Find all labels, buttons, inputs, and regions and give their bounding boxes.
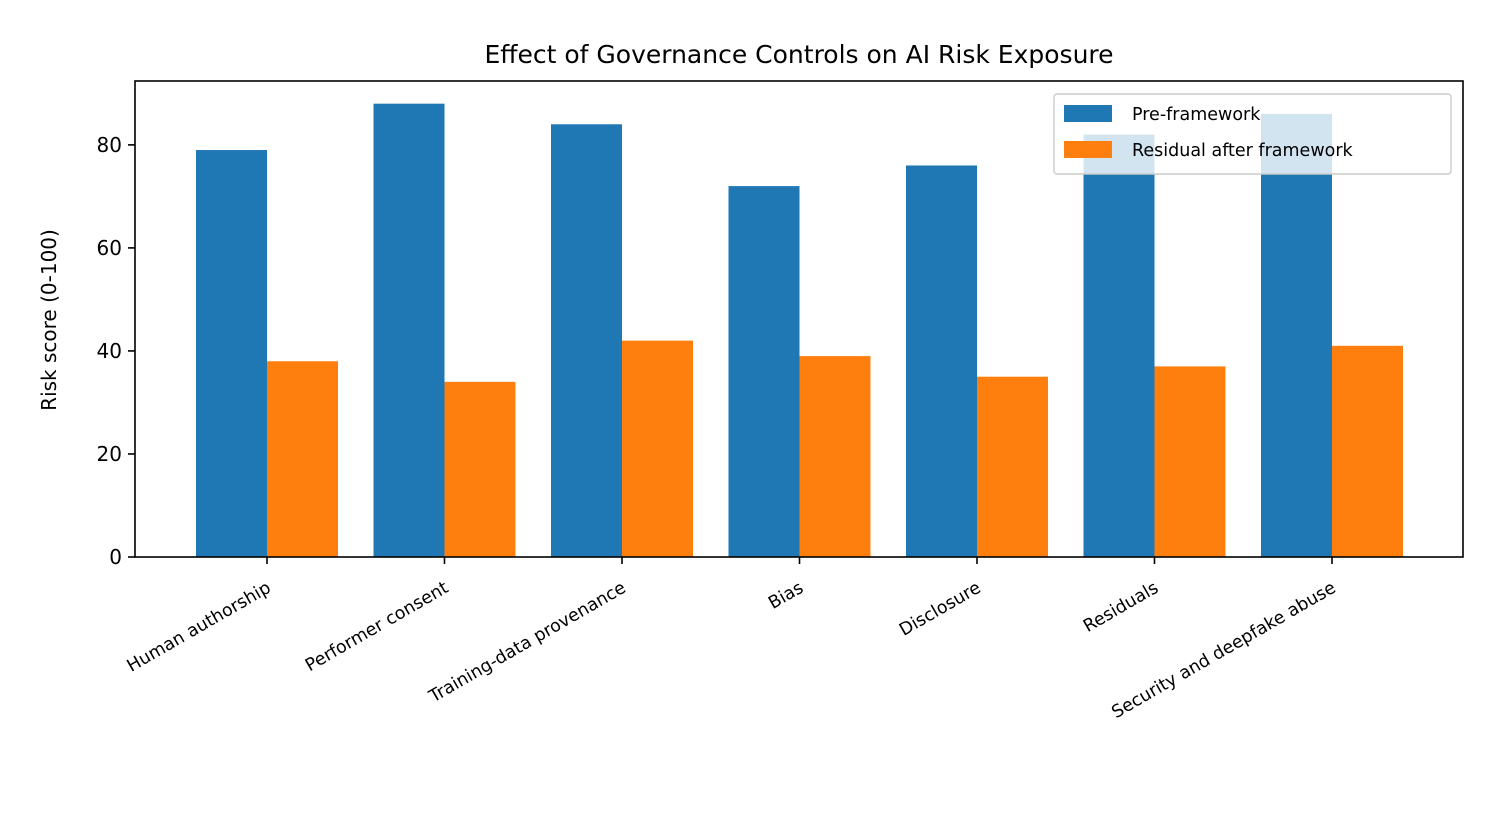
bar-pre-framework-3 [728, 186, 800, 557]
bar-pre-framework-2 [551, 124, 622, 557]
legend-label-1: Residual after framework [1132, 141, 1354, 161]
legend-label-0: Pre-framework [1132, 105, 1261, 125]
y-tick-label-3: 60 [97, 236, 122, 260]
bar-residual-2 [622, 340, 693, 557]
x-tick-label-4: Disclosure [896, 578, 984, 641]
bar-residual-5 [1154, 366, 1226, 557]
x-tick-label-5: Residuals [1080, 578, 1162, 637]
x-tick-label-3: Bias [765, 578, 807, 614]
bar-residual-6 [1332, 345, 1403, 557]
bar-pre-framework-5 [1083, 134, 1155, 558]
y-axis-label: Risk score (0-100) [37, 229, 61, 411]
x-tick-label-2: Training-data provenance [425, 578, 629, 708]
bar-pre-framework-6 [1261, 113, 1332, 557]
x-tick-label-0: Human authorship [124, 578, 275, 677]
legend-swatch-0 [1064, 105, 1112, 122]
bar-residual-4 [977, 376, 1048, 557]
y-tick-label-4: 80 [97, 133, 122, 157]
bars-layer [196, 103, 1403, 558]
bar-pre-framework-0 [196, 150, 267, 557]
y-tick-label-2: 40 [97, 339, 122, 363]
legend-swatch-1 [1064, 141, 1112, 158]
bar-pre-framework-1 [373, 103, 445, 558]
bar-residual-3 [799, 356, 871, 557]
chart-title: Effect of Governance Controls on AI Risk… [484, 40, 1113, 69]
y-tick-label-1: 20 [97, 442, 122, 466]
bar-pre-framework-4 [906, 165, 977, 557]
legend-box [1053, 93, 1452, 175]
y-tick-label-0: 0 [109, 545, 122, 569]
legend: Pre-framework Residual after framework [1053, 93, 1452, 175]
bar-residual-0 [267, 361, 338, 557]
x-tick-label-1: Performer consent [302, 578, 452, 676]
bar-residual-1 [444, 381, 516, 557]
